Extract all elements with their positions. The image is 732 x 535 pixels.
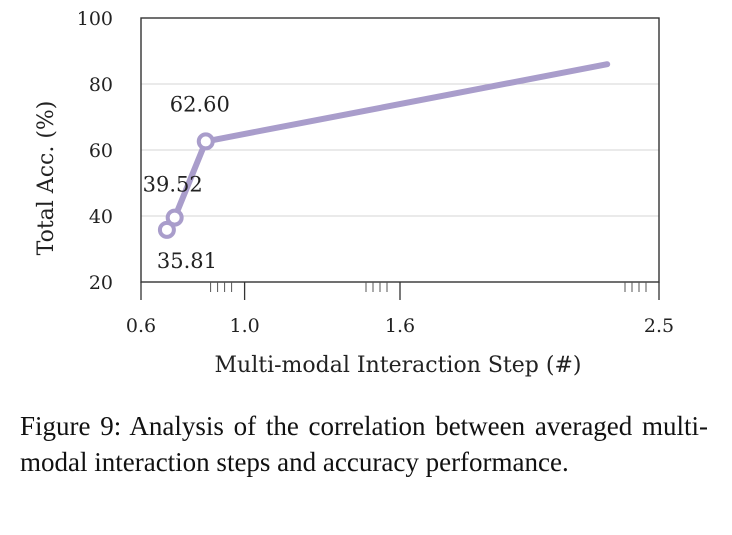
series-line <box>163 61 611 233</box>
y-tick-label: 20 <box>89 272 113 294</box>
x-tick-label: 2.5 <box>644 315 674 337</box>
data-label: 35.81 <box>157 249 217 273</box>
axis-ticks: 20 40 60 80 100 0.6 1.0 1.6 2.5 <box>77 8 674 337</box>
x-tick-label: 1.6 <box>385 315 415 337</box>
data-point <box>196 132 215 151</box>
y-tick-label: 100 <box>77 8 113 30</box>
data-label: 62.60 <box>170 92 230 116</box>
y-tick-label: 60 <box>89 140 113 162</box>
x-tick-label: 0.6 <box>126 315 156 337</box>
data-point <box>157 220 176 239</box>
figure-caption: Figure 9: Analysis of the correlation be… <box>20 411 708 477</box>
x-axis-title: Multi-modal Interaction Step (#) <box>215 353 582 378</box>
x-tick-label: 1.0 <box>229 315 259 337</box>
data-label: 39.52 <box>143 173 203 197</box>
series-layer <box>157 61 611 239</box>
y-tick-label: 40 <box>89 206 113 228</box>
data-labels: 35.81 39.52 62.60 <box>143 92 230 272</box>
data-point <box>165 208 184 227</box>
y-axis-title: Total Acc. (%) <box>34 101 59 256</box>
grid-lines <box>141 83 659 217</box>
y-tick-label: 80 <box>89 74 113 96</box>
